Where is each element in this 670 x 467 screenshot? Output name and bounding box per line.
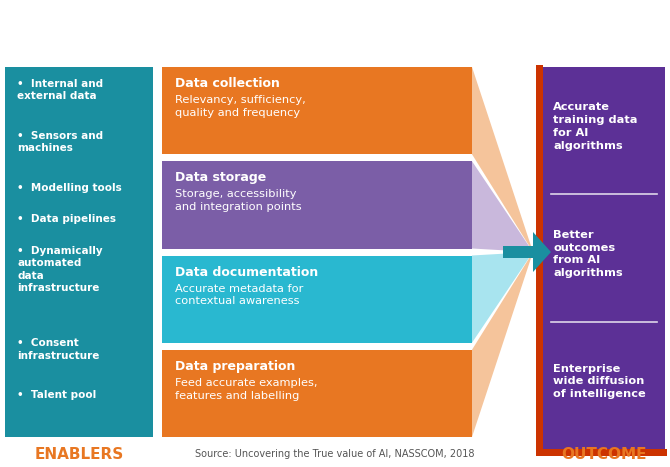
Text: •  Internal and
external data: • Internal and external data: [17, 79, 103, 101]
Polygon shape: [472, 252, 533, 437]
Text: •  Modelling tools: • Modelling tools: [17, 183, 122, 193]
Bar: [543, 67, 665, 449]
Bar: [162, 350, 472, 437]
Text: •  Dynamically
automated
data
infrastructure: • Dynamically automated data infrastruct…: [17, 246, 103, 293]
Bar: [5, 67, 153, 437]
Text: Relevancy, sufficiency,
quality and frequency: Relevancy, sufficiency, quality and freq…: [175, 95, 306, 118]
Text: OUTCOME: OUTCOME: [561, 447, 647, 462]
Text: Better
outcomes
from AI
algorithms: Better outcomes from AI algorithms: [553, 230, 622, 278]
Text: Data preparation: Data preparation: [175, 360, 295, 373]
Polygon shape: [472, 252, 533, 343]
Text: Data collection: Data collection: [175, 77, 280, 90]
Bar: [162, 67, 472, 154]
Text: Accurate
training data
for AI
algorithms: Accurate training data for AI algorithms: [553, 102, 637, 151]
Text: Storage, accessibility
and integration points: Storage, accessibility and integration p…: [175, 189, 302, 212]
Bar: [162, 161, 472, 248]
Polygon shape: [472, 161, 533, 252]
Text: Data documentation: Data documentation: [175, 266, 318, 278]
Text: •  Talent pool: • Talent pool: [17, 390, 96, 400]
Text: Source: Uncovering the True value of AI, NASSCOM, 2018: Source: Uncovering the True value of AI,…: [195, 449, 475, 459]
Text: •  Data pipelines: • Data pipelines: [17, 214, 116, 224]
Bar: [536, 449, 667, 456]
Polygon shape: [503, 232, 551, 272]
Text: Accurate metadata for
contextual awareness: Accurate metadata for contextual awarene…: [175, 283, 304, 306]
Polygon shape: [472, 67, 533, 252]
Text: •  Consent
infrastructure: • Consent infrastructure: [17, 339, 99, 361]
Bar: [536, 65, 543, 456]
Text: Feed accurate examples,
features and labelling: Feed accurate examples, features and lab…: [175, 378, 318, 401]
Text: Data storage: Data storage: [175, 171, 266, 184]
Bar: [162, 255, 472, 343]
Text: ENABLERS: ENABLERS: [34, 447, 124, 462]
Text: Enterprise
wide diffusion
of intelligence: Enterprise wide diffusion of intelligenc…: [553, 363, 646, 399]
Text: •  Sensors and
machines: • Sensors and machines: [17, 131, 103, 153]
